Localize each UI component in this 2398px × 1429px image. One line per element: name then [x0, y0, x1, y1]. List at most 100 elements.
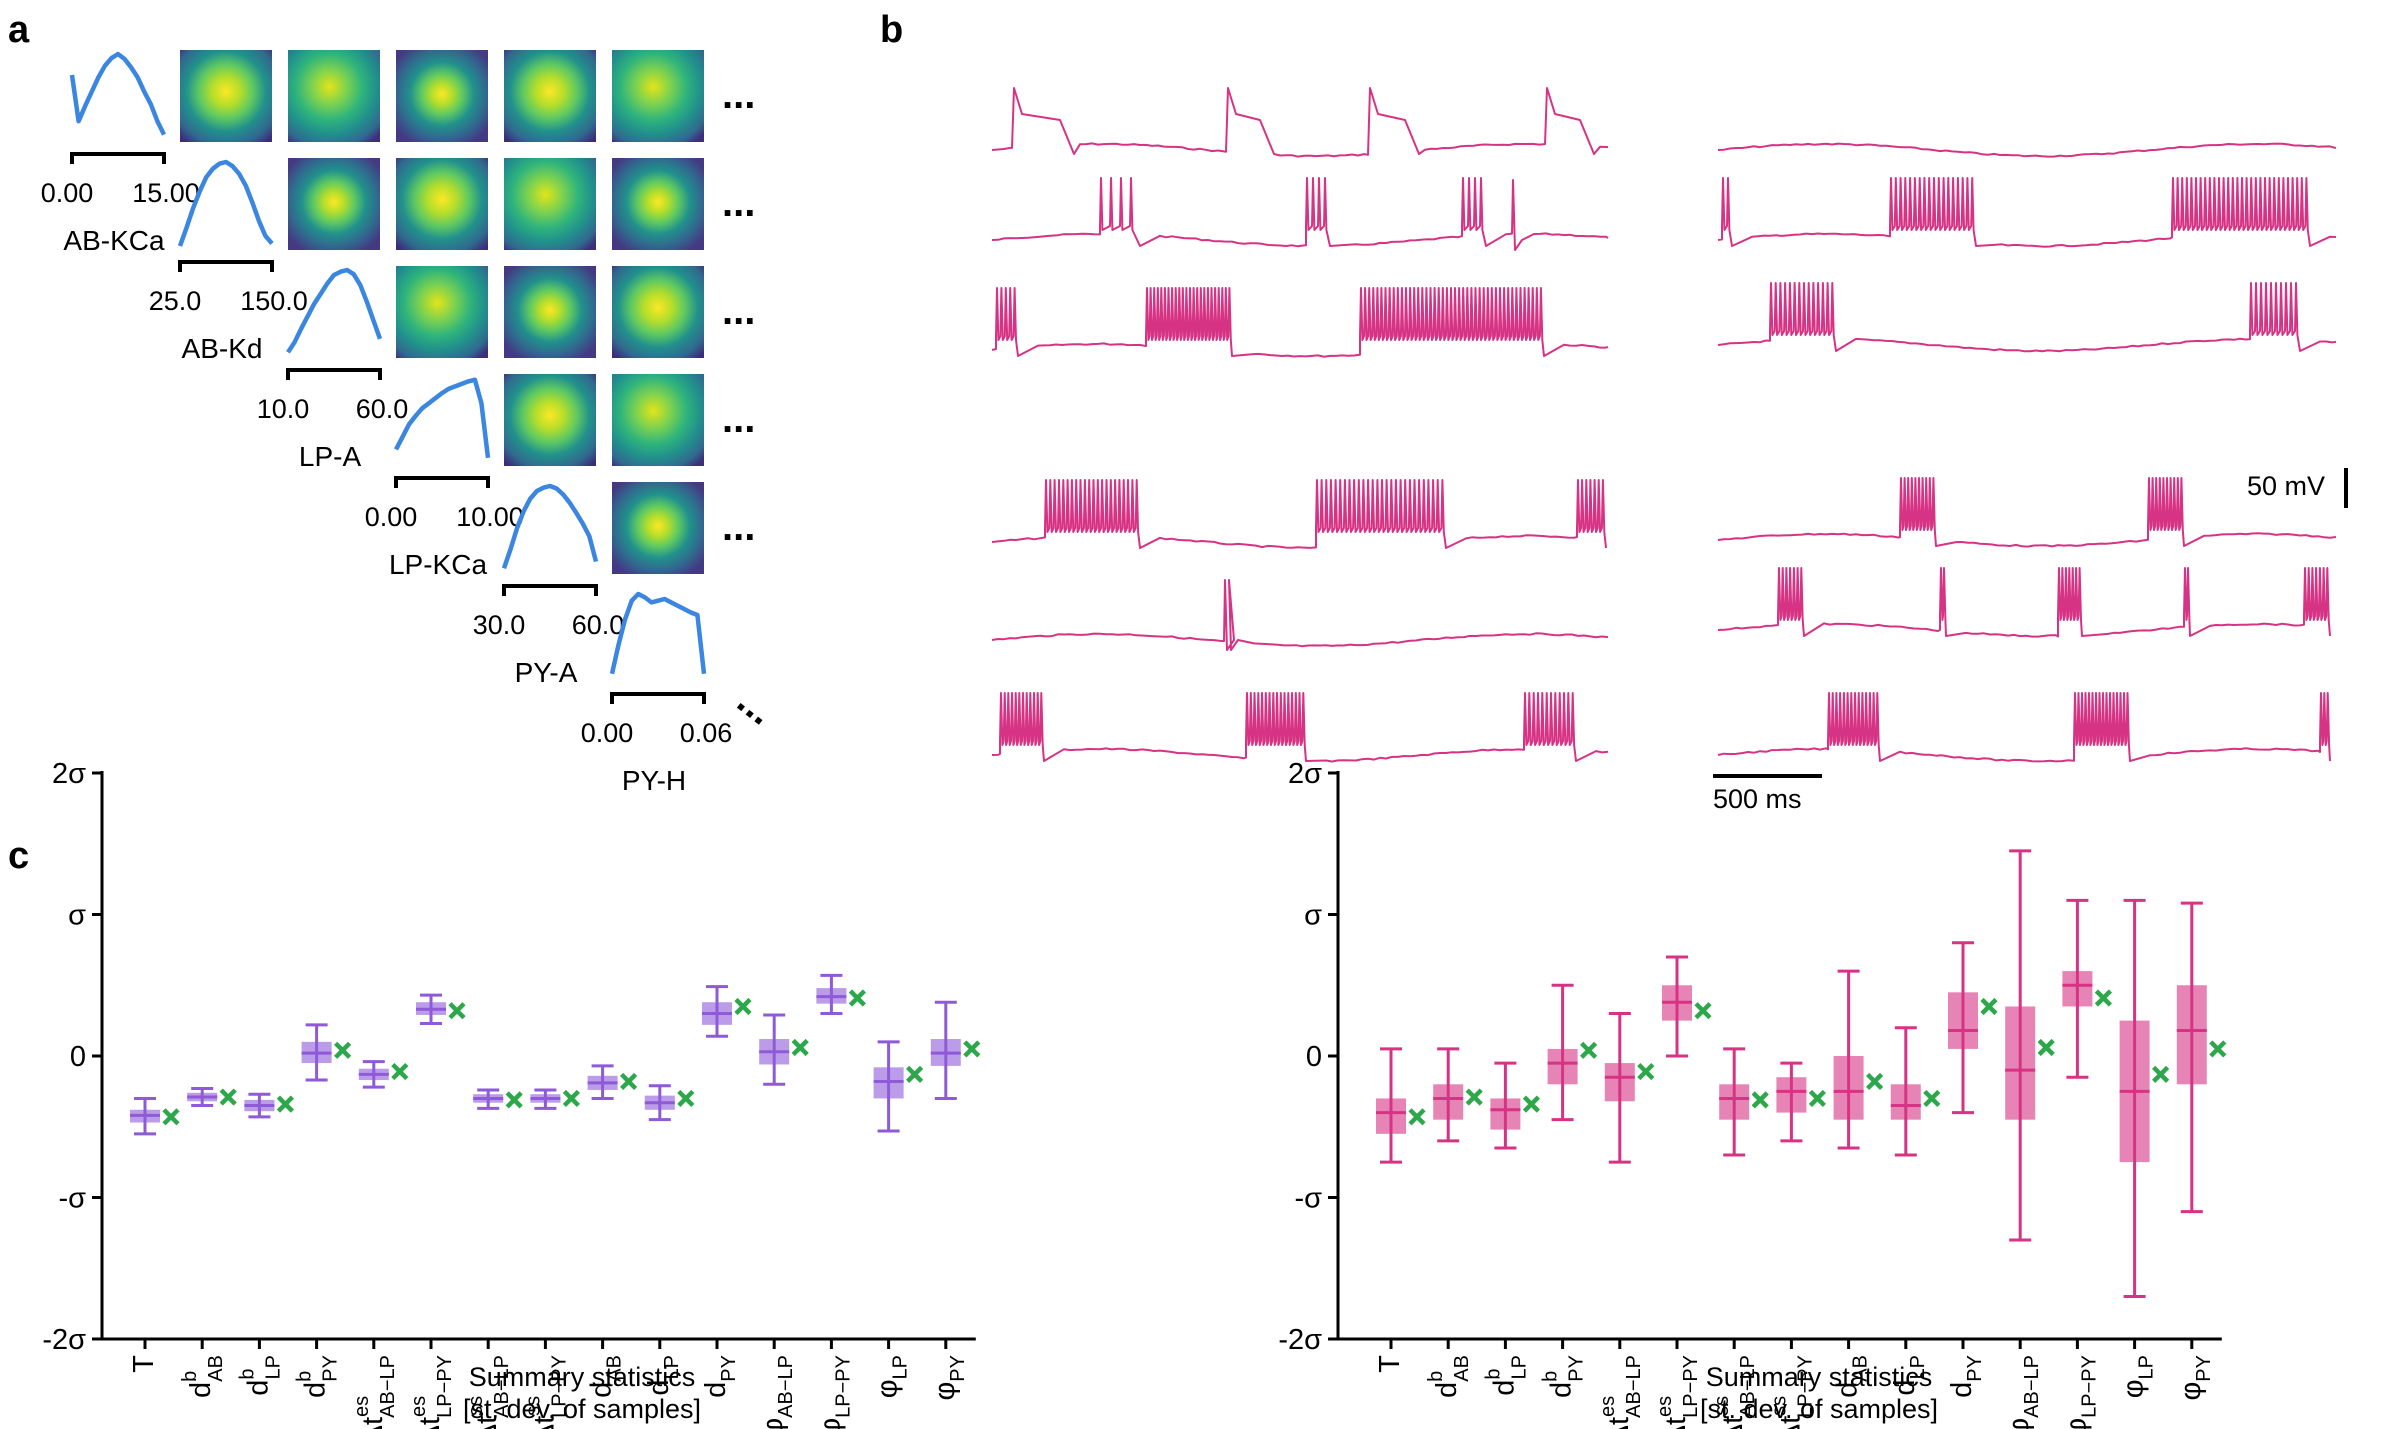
range-max-label-4: 60.0 — [572, 610, 625, 640]
xlabel-right-line2: [st. dev. of samples] — [1700, 1394, 1938, 1424]
observed-marker-0-7 — [562, 1089, 580, 1108]
observed-marker-1-13 — [2152, 1065, 2170, 1083]
iqr-box-1-1 — [1433, 1084, 1464, 1120]
box-1-7 — [1776, 1061, 1826, 1143]
panel-label-c: c — [8, 835, 29, 877]
box-0-9 — [644, 1084, 695, 1122]
range-bar-3 — [394, 476, 490, 488]
range-bar-0 — [70, 152, 166, 164]
voltage-trace-8 — [991, 692, 1609, 763]
iqr-box-1-6 — [1719, 1084, 1750, 1120]
range-min-label-2: 10.0 — [257, 394, 310, 424]
box-1-8 — [1833, 969, 1884, 1150]
iqr-box-1-4 — [1604, 1063, 1635, 1102]
y-tick-label-0-1: σ — [68, 900, 86, 932]
observed-marker-1-0 — [1408, 1108, 1426, 1126]
box-0-12 — [816, 973, 866, 1016]
observed-marker-0-5 — [448, 1002, 466, 1020]
observed-marker-0-0 — [162, 1108, 180, 1126]
box-1-2 — [1490, 1061, 1540, 1150]
x-tick-label-0-13: φLP — [872, 1355, 912, 1398]
x-tick-label-0-1: db AB — [179, 1355, 227, 1398]
ellipsis-2: ... — [722, 289, 755, 333]
marginal-curve-0 — [69, 51, 167, 136]
range-bar-2 — [286, 368, 382, 380]
x-tick-label-0-14: φPY — [929, 1355, 969, 1401]
range-bar-1 — [178, 260, 274, 272]
x-tick-label-1-0: T — [1374, 1355, 1406, 1373]
param-name-1: AB-Kd — [182, 333, 263, 364]
observed-marker-1-9 — [1923, 1089, 1941, 1108]
x-tick-label-1-5: ΔtesLP−PY — [1654, 1355, 1702, 1429]
range-min-label-5: 0.00 — [581, 718, 634, 748]
pair-heatmap-0-5 — [612, 50, 704, 142]
param-name-3: LP-KCa — [389, 549, 487, 580]
observed-marker-1-4 — [1637, 1062, 1655, 1081]
box-1-4 — [1604, 1012, 1655, 1164]
box-0-10 — [702, 985, 752, 1038]
y-tick-label-0-2: 0 — [70, 1041, 86, 1073]
range-min-label-1: 25.0 — [149, 286, 202, 316]
iqr-box-1-11 — [2005, 1006, 2036, 1120]
panel-label-a: a — [8, 9, 30, 51]
observed-marker-1-1 — [1465, 1088, 1483, 1106]
box-1-13 — [2119, 898, 2170, 1299]
y-tick-label-1-1: σ — [1304, 900, 1322, 932]
range-max-label-5: 0.06 — [680, 718, 733, 748]
observed-marker-0-3 — [334, 1041, 352, 1059]
box-1-12 — [2062, 898, 2112, 1079]
x-tick-label-1-2: db LP — [1482, 1355, 1530, 1396]
x-tick-label-0-3: db PY — [294, 1355, 342, 1398]
voltage-trace-10 — [1717, 567, 2331, 638]
panel-label-b: b — [880, 9, 903, 51]
range-max-label-2: 60.0 — [356, 394, 409, 424]
x-tick-label-1-3: db PY — [1540, 1355, 1588, 1398]
x-tick-label-0-11: ΔφAB−LP — [757, 1355, 797, 1429]
ellipsis-3: ... — [722, 397, 755, 441]
y-tick-label-1-2: 0 — [1306, 1041, 1322, 1073]
observed-marker-0-13 — [906, 1065, 924, 1083]
box-0-7 — [530, 1088, 580, 1110]
pair-heatmap-0-3 — [396, 50, 488, 142]
x-tick-label-1-14: φPY — [2175, 1355, 2215, 1401]
pair-heatmap-1-2 — [288, 158, 380, 250]
x-tick-label-0-12: ΔφLP−PY — [814, 1355, 854, 1429]
box-0-6 — [473, 1088, 523, 1110]
observed-marker-1-11 — [2037, 1038, 2055, 1057]
box-1-10 — [1948, 941, 1998, 1115]
iqr-box-1-0 — [1376, 1098, 1406, 1134]
scalebar-voltage-label: 50 mV — [2247, 471, 2325, 501]
range-max-label-0: 15.00 — [132, 178, 200, 208]
observed-marker-1-3 — [1580, 1041, 1598, 1059]
boxplot-chart-1: 2σ σ 0 -σ -2σ TdbABdbLPdbPYΔtesAB−LPΔtesLP−PY… — [1278, 758, 2227, 1429]
box-0-11 — [759, 1013, 809, 1086]
scalebar-time-label: 500 ms — [1713, 784, 1802, 814]
range-bar-5 — [610, 692, 706, 704]
voltage-trace-9 — [1717, 477, 2337, 548]
pair-heatmap-1-4 — [504, 158, 596, 250]
voltage-traces — [991, 87, 2337, 763]
x-tick-label-0-2: db LP — [236, 1355, 284, 1396]
box-1-6 — [1719, 1047, 1769, 1157]
box-0-1 — [187, 1087, 237, 1108]
observed-marker-0-10 — [734, 997, 752, 1016]
voltage-trace-0 — [991, 87, 1609, 158]
observed-marker-0-1 — [219, 1088, 237, 1106]
voltage-trace-2 — [991, 287, 1609, 358]
x-tick-label-0-9: dLP — [643, 1355, 683, 1396]
x-tick-label-1-11: ΔφAB−LP — [2003, 1355, 2043, 1429]
voltage-trace-4 — [1717, 177, 2337, 248]
iqr-box-1-7 — [1776, 1077, 1807, 1113]
xlabel-left-line2: [st. dev. of samples] — [463, 1394, 701, 1424]
x-tick-label-1-8: dAB — [1832, 1355, 1872, 1398]
x-tick-label-1-12: ΔφLP−PY — [2060, 1355, 2100, 1429]
iqr-box-1-9 — [1890, 1084, 1921, 1120]
box-1-11 — [2005, 849, 2055, 1242]
param-name-4: PY-A — [515, 657, 578, 688]
observed-marker-0-6 — [505, 1091, 523, 1109]
iqr-box-1-10 — [1948, 992, 1978, 1049]
iqr-box-1-2 — [1490, 1098, 1521, 1130]
ellipsis-1: ... — [722, 181, 755, 225]
param-name-0: AB-KCa — [63, 225, 165, 256]
range-min-label-0: 0.00 — [41, 178, 94, 208]
